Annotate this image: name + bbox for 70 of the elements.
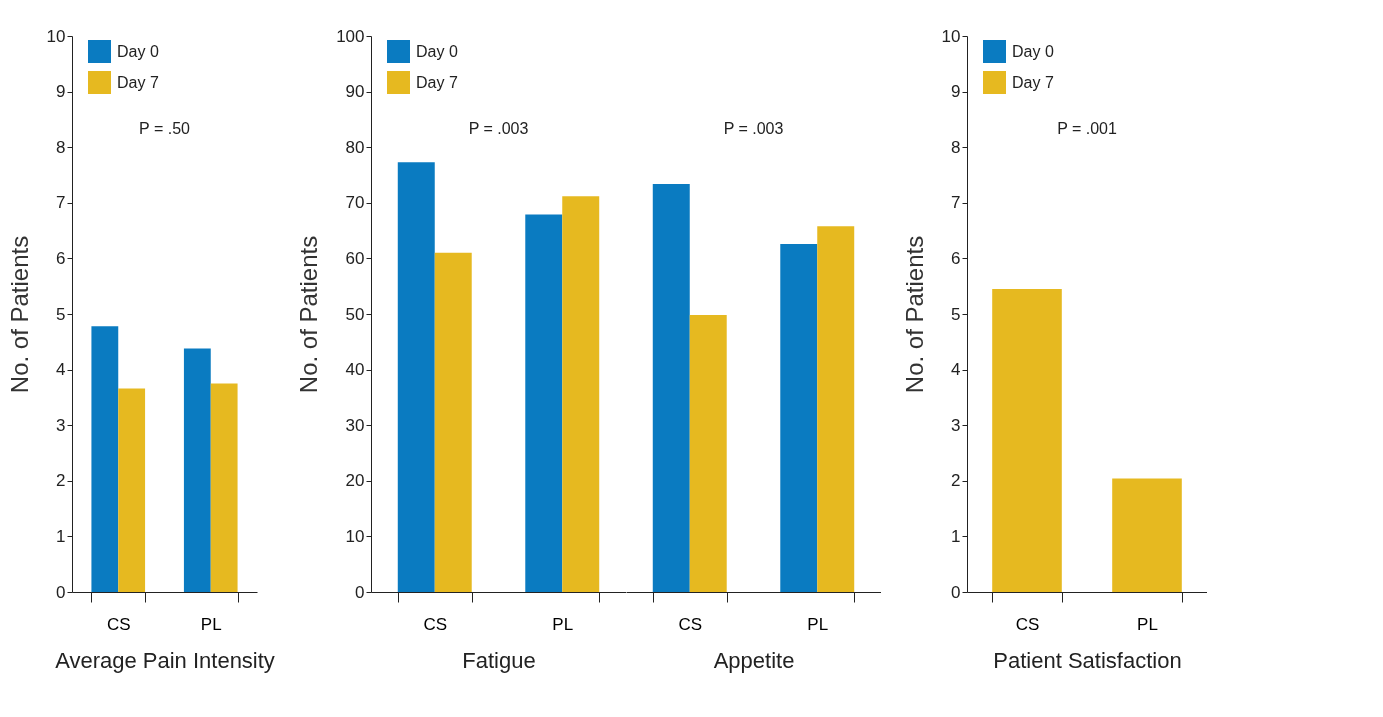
y-tick-label: 6	[56, 248, 66, 268]
bar	[91, 326, 119, 592]
annotation: P = .50	[139, 120, 191, 138]
x-tick-label: CS	[678, 614, 703, 634]
y-tick-label: 100	[336, 26, 365, 46]
bar	[689, 315, 727, 592]
y-tick-label: 20	[345, 471, 365, 491]
y-tick-label: 7	[951, 193, 961, 213]
annotation: P = .003	[468, 120, 529, 138]
bar	[562, 196, 600, 592]
x-axis-title: Average Pain Intensity	[55, 647, 275, 673]
y-tick-label: 60	[345, 248, 365, 268]
y-axis-title: No. of Patients	[295, 235, 323, 394]
y-tick-label: 8	[56, 137, 66, 157]
y-tick-label: 2	[56, 471, 66, 491]
y-tick-label: 90	[345, 82, 365, 102]
y-tick-label: 50	[345, 304, 365, 324]
y-tick-label: 0	[951, 582, 961, 602]
y-tick-label: 4	[56, 360, 66, 380]
x-tick-label: PL	[807, 614, 829, 634]
x-tick-label: CS	[1015, 614, 1040, 634]
bar	[652, 183, 690, 592]
x-axis-title: Fatigue	[462, 647, 536, 673]
y-tick-label: 5	[951, 304, 961, 324]
annotation: P = .003	[723, 120, 784, 138]
legend-label: Day 7	[1012, 74, 1054, 91]
x-tick-label: PL	[1137, 614, 1158, 634]
bar	[118, 388, 146, 592]
y-tick-label: 10	[345, 526, 365, 546]
x-tick-label: PL	[200, 614, 222, 634]
annotation: P = .001	[1057, 120, 1117, 138]
x-tick-label: PL	[552, 614, 574, 634]
y-tick-label: 5	[56, 304, 66, 324]
bar	[397, 162, 435, 592]
y-tick-label: 2	[951, 471, 961, 491]
y-tick-label: 10	[46, 26, 66, 46]
legend-label: Day 7	[117, 74, 159, 91]
bar	[183, 348, 211, 592]
legend-label: Day 0	[1012, 43, 1054, 60]
y-tick-label: 9	[951, 82, 961, 102]
y-tick-label: 4	[951, 360, 961, 380]
y-tick-label: 3	[56, 415, 66, 435]
y-tick-label: 1	[56, 526, 66, 546]
y-tick-label: 80	[345, 137, 365, 157]
y-axis-title: No. of Patients	[5, 235, 33, 394]
x-axis-title: Patient Satisfaction	[993, 647, 1182, 673]
bar	[434, 252, 472, 592]
bar	[525, 214, 563, 592]
legend-label: Day 7	[416, 74, 458, 91]
y-axis-title: No. of Patients	[900, 235, 928, 394]
legend-label: Day 0	[117, 43, 159, 60]
y-tick-label: 30	[345, 415, 365, 435]
y-tick-label: 70	[345, 193, 365, 213]
bar	[780, 243, 818, 592]
bar	[210, 383, 238, 592]
y-tick-label: 10	[941, 26, 961, 46]
y-tick-label: 1	[951, 526, 961, 546]
y-tick-label: 40	[345, 360, 365, 380]
y-tick-label: 7	[56, 193, 66, 213]
y-tick-label: 3	[951, 415, 961, 435]
x-axis-title: Appetite	[713, 647, 795, 673]
y-tick-label: 0	[56, 582, 66, 602]
x-tick-label: CS	[106, 614, 131, 634]
y-tick-label: 9	[56, 82, 66, 102]
legend-label: Day 0	[416, 43, 458, 60]
y-tick-label: 6	[951, 248, 961, 268]
y-tick-label: 8	[951, 137, 961, 157]
y-tick-label: 0	[355, 582, 365, 602]
x-tick-label: CS	[423, 614, 448, 634]
bar	[817, 226, 855, 592]
